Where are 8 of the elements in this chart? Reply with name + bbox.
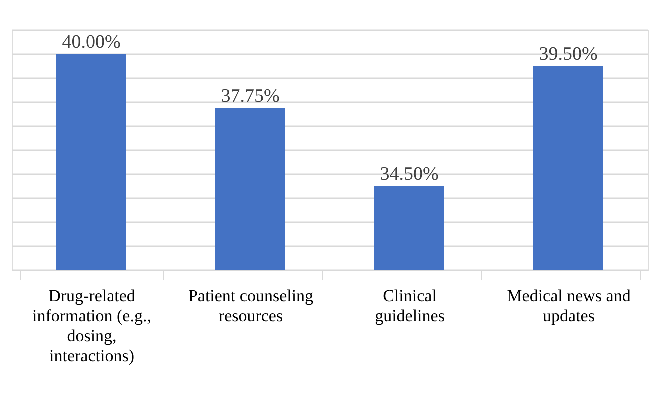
x-tick-label: Drug-related information (e.g., dosing, interactions) — [32, 286, 152, 366]
data-label: 37.75% — [221, 86, 280, 107]
data-label: 34.50% — [380, 164, 439, 185]
data-label: 39.50% — [539, 44, 598, 65]
x-tick-label: Patient counseling resources — [188, 286, 314, 326]
data-label: 40.00% — [62, 32, 121, 53]
x-tick-label: Clinical guidelines — [375, 286, 445, 326]
x-tick-label: Medical news and updates — [507, 286, 632, 326]
